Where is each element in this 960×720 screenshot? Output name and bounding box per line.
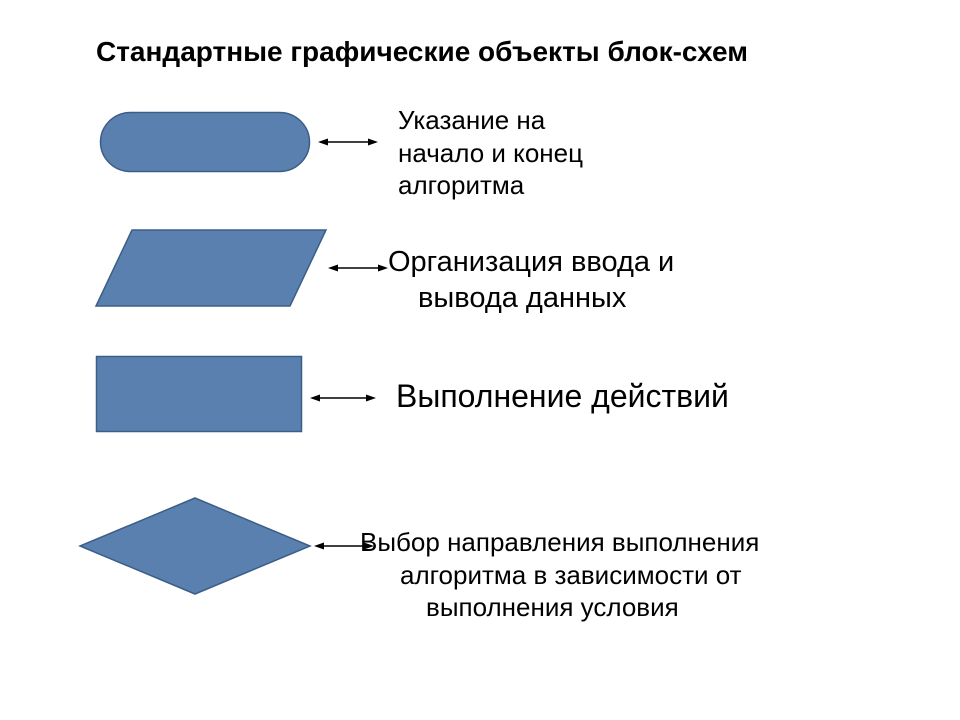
shape-decision	[80, 498, 310, 594]
arrow-io	[328, 258, 388, 278]
shape-process	[96, 356, 302, 432]
label-io: Организация ввода ивывода данных	[388, 244, 674, 317]
shape-io	[96, 230, 326, 306]
arrow-terminator	[318, 132, 378, 152]
shape-terminator	[100, 112, 310, 172]
arrow-process	[310, 388, 376, 408]
label-process: Выполнение действий	[396, 376, 729, 416]
label-decision: Выбор направления выполненияалгоритма в …	[360, 526, 759, 624]
label-terminator: Указание наначало и конецалгоритма	[398, 104, 583, 202]
page-title: Стандартные графические объекты блок-схе…	[96, 36, 748, 68]
